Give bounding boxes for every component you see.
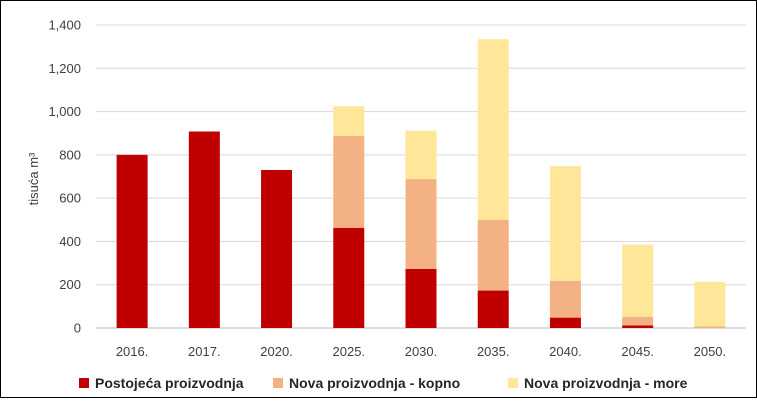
x-tick-label: 2035. — [477, 344, 510, 359]
legend-label: Nova proizvodnja - kopno — [289, 375, 460, 391]
x-tick-label: 2020. — [260, 344, 293, 359]
bars — [116, 39, 726, 328]
bar-segment — [405, 268, 437, 328]
y-tick-label: 800 — [59, 147, 81, 162]
legend-swatch — [273, 378, 283, 388]
x-tick-label: 2030. — [405, 344, 438, 359]
x-tick-label: 2045. — [621, 344, 654, 359]
x-tick-label: 2017. — [188, 344, 221, 359]
bar-segment — [333, 106, 365, 137]
bar-segment — [261, 170, 293, 328]
y-tick-label: 200 — [59, 277, 81, 292]
legend-item: Postojeća proizvodnja — [79, 375, 244, 391]
x-tick-label: 2050. — [694, 344, 727, 359]
bar-segment — [477, 39, 509, 220]
x-axis: 2016. 2017. 2020. 2025. 2030. 2035. 2040. 2045.… — [116, 344, 726, 359]
y-tick-label: 1,000 — [48, 104, 81, 119]
legend-item: Nova proizvodnja - more — [508, 375, 688, 391]
y-tick-label: 600 — [59, 191, 81, 206]
bar-segment — [333, 136, 365, 228]
bar-segment — [477, 219, 509, 291]
bar-segment — [405, 130, 437, 180]
legend-label: Postojeća proizvodnja — [95, 375, 244, 391]
x-tick-label: 2025. — [333, 344, 366, 359]
bar-segment — [405, 179, 437, 269]
y-tick-label: 1,400 — [48, 18, 81, 33]
legend-label: Nova proizvodnja - more — [524, 375, 688, 391]
legend: Postojeća proizvodnja Nova proizvodnja - … — [79, 375, 688, 391]
y-tick-label: 1,200 — [48, 61, 81, 76]
bar-segment — [694, 326, 726, 328]
bar-segment — [549, 317, 581, 328]
bar-segment — [116, 154, 148, 328]
y-tick-label: 400 — [59, 234, 81, 249]
x-tick-label: 2040. — [549, 344, 582, 359]
legend-swatch — [508, 378, 518, 388]
y-tick-label: 0 — [74, 321, 81, 336]
bar-segment — [333, 227, 365, 328]
bar-segment — [477, 290, 509, 328]
bar-segment — [622, 316, 654, 326]
bar-segment — [622, 325, 654, 328]
bar-segment — [694, 281, 726, 327]
bar-segment — [549, 280, 581, 318]
y-axis-label: tisuća m³ — [26, 152, 41, 205]
bar-segment — [188, 131, 220, 328]
bar-segment — [622, 244, 654, 317]
legend-swatch — [79, 378, 89, 388]
legend-item: Nova proizvodnja - kopno — [273, 375, 460, 391]
x-tick-label: 2016. — [116, 344, 149, 359]
y-axis: 0 200 400 600 800 1,000 1,200 1,400 — [48, 18, 81, 336]
bar-segment — [549, 166, 581, 281]
